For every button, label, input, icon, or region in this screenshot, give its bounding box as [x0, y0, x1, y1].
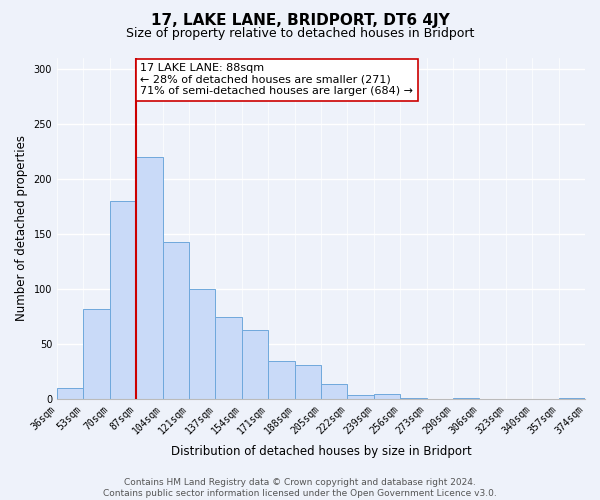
Bar	[163, 242, 189, 400]
Bar	[295, 365, 321, 400]
Text: 17 LAKE LANE: 88sqm
← 28% of detached houses are smaller (271)
71% of semi-detac: 17 LAKE LANE: 88sqm ← 28% of detached ho…	[140, 63, 413, 96]
Bar	[400, 398, 427, 400]
Bar	[189, 289, 215, 400]
Bar	[347, 395, 374, 400]
Text: Size of property relative to detached houses in Bridport: Size of property relative to detached ho…	[126, 28, 474, 40]
Bar	[321, 384, 347, 400]
Bar	[453, 398, 479, 400]
Bar	[374, 394, 400, 400]
Bar	[136, 156, 163, 400]
Bar	[559, 398, 585, 400]
Bar	[110, 201, 136, 400]
Y-axis label: Number of detached properties: Number of detached properties	[15, 136, 28, 322]
Bar	[268, 360, 295, 400]
Bar	[242, 330, 268, 400]
Text: 17, LAKE LANE, BRIDPORT, DT6 4JY: 17, LAKE LANE, BRIDPORT, DT6 4JY	[151, 12, 449, 28]
Text: Contains HM Land Registry data © Crown copyright and database right 2024.
Contai: Contains HM Land Registry data © Crown c…	[103, 478, 497, 498]
X-axis label: Distribution of detached houses by size in Bridport: Distribution of detached houses by size …	[170, 444, 472, 458]
Bar	[215, 316, 242, 400]
Bar	[57, 388, 83, 400]
Bar	[83, 309, 110, 400]
